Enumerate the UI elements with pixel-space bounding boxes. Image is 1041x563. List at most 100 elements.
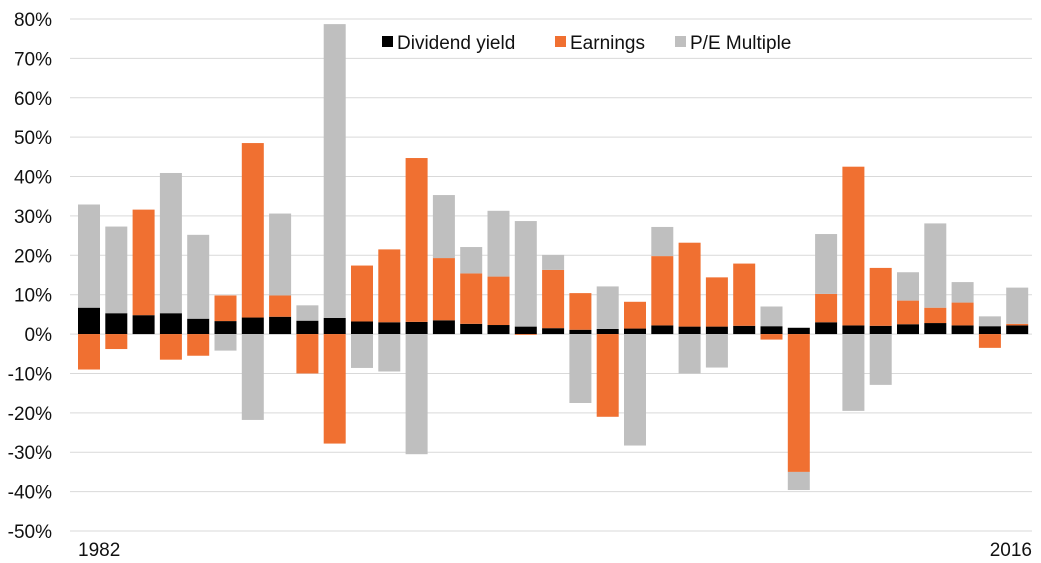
bar-p-e-multiple-2004 — [678, 334, 701, 374]
y-tick-label: -20% — [8, 404, 52, 425]
bar-p-e-multiple-2014 — [951, 282, 974, 303]
bar-dividend-yield-1989 — [269, 316, 292, 335]
bar-earnings-1986 — [187, 334, 210, 356]
bar-earnings-2004 — [678, 242, 701, 327]
bar-p-e-multiple-1982 — [78, 204, 100, 308]
bar-earnings-1990 — [296, 334, 319, 374]
bar-dividend-yield-2016 — [1006, 325, 1029, 335]
bar-dividend-yield-2005 — [705, 326, 728, 335]
bar-earnings-2013 — [924, 307, 947, 324]
bar-earnings-1995 — [432, 258, 455, 321]
bar-dividend-yield-1988 — [241, 317, 264, 335]
bar-dividend-yield-2015 — [978, 326, 1001, 335]
bar-dividend-yield-2013 — [924, 323, 947, 335]
x-tick-label: 1982 — [78, 540, 120, 561]
y-tick-label: -30% — [8, 443, 52, 464]
bar-p-e-multiple-1990 — [296, 305, 319, 321]
bar-earnings-1985 — [159, 334, 182, 360]
bar-dividend-yield-1992 — [351, 321, 373, 335]
y-axis-tick-labels: -50% -40% -30% -20% -10% 0% 10% 20% 30% 40% 50% 60%… — [8, 10, 52, 543]
y-tick-label: 70% — [14, 49, 52, 70]
bar-earnings-1991 — [323, 334, 346, 444]
bar-dividend-yield-2003 — [651, 325, 674, 335]
bar-p-e-multiple-2012 — [897, 272, 919, 301]
bar-p-e-multiple-2015 — [978, 316, 1001, 327]
bar-dividend-yield-2000 — [569, 329, 592, 335]
y-tick-label: -10% — [8, 364, 52, 385]
legend-marker-earnings — [555, 36, 566, 47]
bar-dividend-yield-1985 — [159, 313, 182, 335]
bar-earnings-2016 — [1006, 323, 1029, 326]
bar-p-e-multiple-1993 — [378, 334, 401, 372]
bar-earnings-1997 — [487, 276, 510, 326]
bar-earnings-2015 — [978, 334, 1001, 348]
bar-p-e-multiple-2010 — [842, 334, 865, 411]
bar-earnings-2008 — [787, 334, 810, 472]
bar-p-e-multiple-1995 — [432, 195, 455, 259]
bar-p-e-multiple-1991 — [323, 24, 346, 318]
bar-earnings-1994 — [405, 158, 428, 322]
bar-earnings-1999 — [542, 269, 565, 329]
bar-p-e-multiple-2013 — [924, 223, 947, 308]
bar-p-e-multiple-1983 — [105, 226, 128, 314]
bar-p-e-multiple-2008 — [787, 471, 810, 491]
bar-dividend-yield-2007 — [760, 326, 783, 335]
bar-p-e-multiple-1988 — [241, 334, 264, 420]
bar-p-e-multiple-1987 — [214, 334, 237, 351]
bar-p-e-multiple-2005 — [705, 334, 728, 368]
bar-p-e-multiple-2009 — [815, 234, 838, 294]
bar-earnings-2003 — [651, 256, 674, 326]
bar-earnings-1987 — [214, 295, 237, 322]
bar-earnings-2001 — [596, 334, 619, 417]
legend-label-earnings: Earnings — [570, 33, 645, 54]
y-tick-label: 50% — [14, 128, 52, 149]
bar-dividend-yield-1983 — [105, 313, 128, 335]
y-tick-label: 30% — [14, 207, 52, 228]
bar-dividend-yield-2001 — [596, 328, 619, 335]
bar-p-e-multiple-2002 — [624, 334, 646, 446]
bar-p-e-multiple-1985 — [159, 172, 182, 314]
legend: Dividend yield Earnings P/E Multiple — [382, 33, 791, 54]
bar-earnings-2009 — [815, 293, 838, 323]
bar-p-e-multiple-2007 — [760, 306, 783, 327]
bar-earnings-2011 — [869, 267, 892, 326]
legend-marker-dividend-yield — [382, 36, 393, 47]
bar-dividend-yield-1986 — [187, 318, 210, 335]
bar-dividend-yield-2012 — [897, 324, 919, 335]
x-axis-tick-labels: 1982 2016 — [78, 540, 1032, 561]
x-tick-label: 2016 — [990, 540, 1032, 561]
bar-earnings-2005 — [705, 277, 728, 327]
bar-earnings-1983 — [105, 334, 128, 350]
bar-dividend-yield-1995 — [432, 320, 455, 335]
bar-earnings-2014 — [951, 302, 974, 326]
bar-dividend-yield-1984 — [132, 315, 155, 335]
bar-p-e-multiple-1996 — [460, 247, 483, 274]
bar-earnings-1989 — [269, 295, 292, 317]
bar-p-e-multiple-2016 — [1006, 287, 1029, 324]
y-tick-label: 20% — [14, 246, 52, 267]
bar-earnings-2010 — [842, 166, 865, 326]
bar-dividend-yield-1991 — [323, 317, 346, 335]
legend-label-dividend-yield: Dividend yield — [397, 33, 515, 54]
bar-p-e-multiple-1994 — [405, 334, 428, 455]
bar-dividend-yield-1999 — [542, 328, 565, 335]
bar-dividend-yield-2004 — [678, 326, 701, 335]
bar-p-e-multiple-1989 — [269, 213, 292, 296]
bar-earnings-2000 — [569, 293, 592, 330]
bar-dividend-yield-2011 — [869, 325, 892, 335]
y-tick-label: 80% — [14, 10, 52, 31]
bar-dividend-yield-2008 — [787, 327, 810, 335]
bar-earnings-1982 — [78, 334, 100, 370]
bar-dividend-yield-2014 — [951, 325, 974, 335]
bar-p-e-multiple-2003 — [651, 226, 674, 257]
bar-dividend-yield-1982 — [78, 307, 100, 335]
bar-earnings-2012 — [897, 300, 919, 325]
bar-p-e-multiple-2001 — [596, 286, 619, 329]
bar-earnings-1996 — [460, 273, 483, 324]
bar-dividend-yield-1994 — [405, 321, 428, 335]
y-tick-label: 10% — [14, 286, 52, 307]
bar-earnings-2006 — [733, 263, 756, 326]
bar-earnings-1998 — [514, 334, 537, 335]
bar-dividend-yield-1987 — [214, 321, 237, 335]
bar-earnings-2002 — [624, 301, 646, 329]
